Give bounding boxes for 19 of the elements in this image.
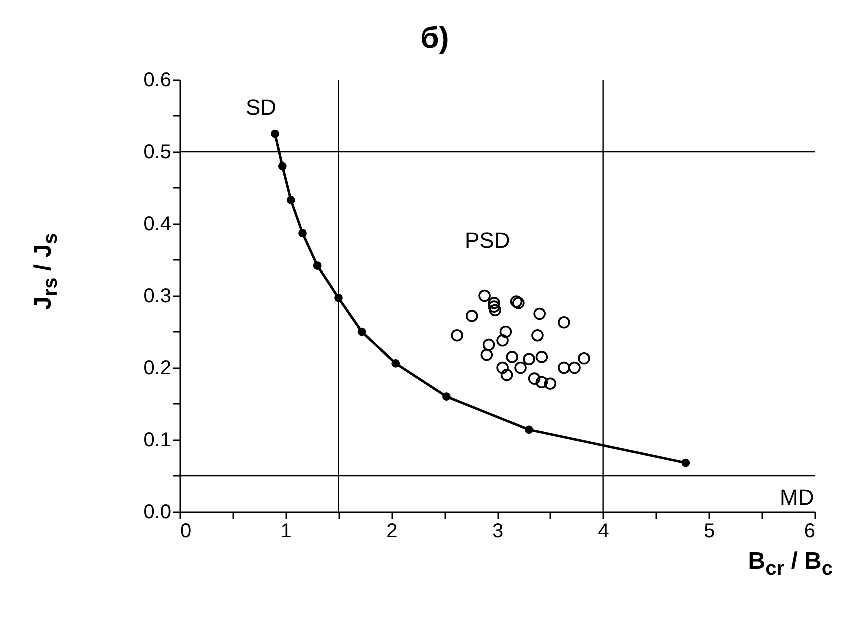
x-tick-label: 4 [598,520,610,542]
y-tick-label: 0.1 [144,430,172,452]
x-tick-label: 0 [180,520,192,542]
annotation: MD [780,485,814,511]
y-tick-label: 0.6 [144,70,172,92]
y-tick-label: 0.0 [144,502,172,524]
x-tick-label: 3 [492,520,504,542]
annotation: SD [246,95,277,121]
y-tick-label: 0.2 [144,358,172,380]
y-tick-label: 0.5 [144,142,172,164]
chart-title: б) [420,22,450,56]
x-tick-label: 2 [386,520,398,542]
x-axis-title: B$_{cr}$ / B$_{c}$ [748,548,833,581]
x-tick-label: 1 [280,520,292,542]
x-tick-label: 6 [804,520,816,542]
annotation: PSD [465,228,510,254]
y-tick-label: 0.4 [144,214,172,236]
y-tick-label: 0.3 [144,286,172,308]
x-tick-label: 5 [704,520,716,542]
